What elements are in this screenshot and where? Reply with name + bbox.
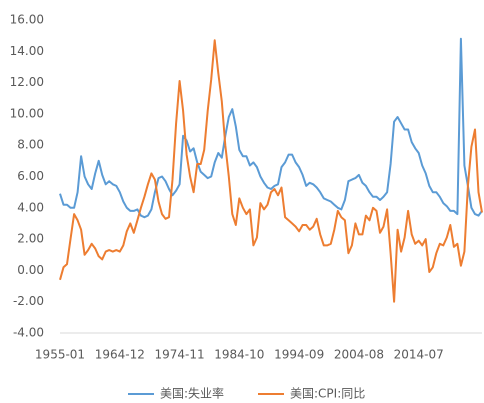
y-tick-label: 14.00 bbox=[10, 44, 44, 58]
x-tick-label: 2014-07 bbox=[394, 348, 444, 362]
y-tick-label: 6.00 bbox=[17, 169, 44, 183]
x-tick-label: 1974-11 bbox=[154, 348, 204, 362]
y-tick-label: 4.00 bbox=[17, 200, 44, 214]
y-tick-label: 8.00 bbox=[17, 138, 44, 152]
x-tick-label: 1994-09 bbox=[274, 348, 324, 362]
line-series bbox=[59, 37, 483, 219]
line-series bbox=[59, 39, 483, 303]
y-tick-label: -4.00 bbox=[13, 326, 44, 340]
x-tick-label: 1984-10 bbox=[214, 348, 264, 362]
y-tick-label: 0.00 bbox=[17, 263, 44, 277]
y-tick-label: -2.00 bbox=[13, 294, 44, 308]
y-tick-label: 10.00 bbox=[10, 106, 44, 120]
y-tick-label: 16.00 bbox=[10, 13, 44, 27]
x-tick-label: 2004-08 bbox=[334, 348, 384, 362]
legend-label: 美国:CPI:同比 bbox=[290, 387, 365, 401]
y-tick-label: 12.00 bbox=[10, 75, 44, 89]
y-tick-label: 2.00 bbox=[17, 232, 44, 246]
x-tick-label: 1964-12 bbox=[95, 348, 145, 362]
legend-label: 美国:失业率 bbox=[160, 386, 224, 401]
x-tick-label: 1955-01 bbox=[35, 348, 85, 362]
